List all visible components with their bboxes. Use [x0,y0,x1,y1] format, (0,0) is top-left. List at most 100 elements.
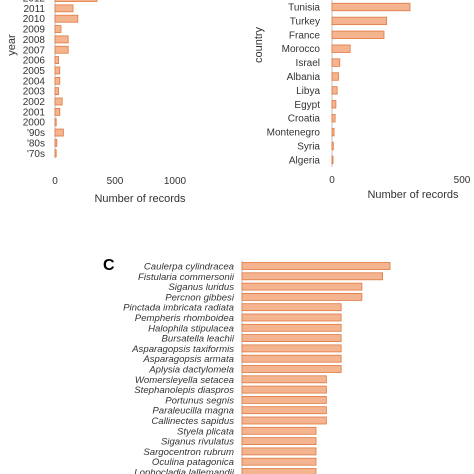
panel-a-bar [54,4,74,13]
panel-c-bar [241,437,317,446]
panel-c-category-label: Caulerpa cylindracea [144,262,234,273]
panel-c-category-label: Portunus segnis [165,395,234,406]
panel-a-category-label: 2003 [23,87,46,98]
panel-c-bar [241,395,327,404]
panel-c-category-label: Fistularia commersonii [138,272,235,283]
panel-b-x-tick-label: 0 [329,175,335,186]
panel-a-category-label: 2009 [23,25,46,36]
panel-c-category-label: Bursatella leachii [161,334,234,345]
panel-b-bar [331,72,339,81]
panel-c-category-label: Halophila stipulacea [148,323,234,334]
panel-c-bar [241,375,327,384]
panel-a-bar [54,14,79,23]
panel-b-bar [331,58,341,67]
panel-b-category-label: Turkey [290,16,320,27]
panel-b-category-label: France [289,30,321,41]
panel-a-bar [54,97,63,106]
panel-a-x-tick-label: 1000 [164,176,187,187]
panel-a-category-label: 2001 [23,107,46,118]
panel-b-x-tick-label: 500 [454,175,471,186]
panel-a-bar [54,56,59,64]
panel-a-bar [54,76,61,85]
panel-c-bar [241,416,327,425]
panel-a-category-label: '70s [27,149,45,160]
panel-c-bar [241,365,342,373]
panel-b-category-label: Egypt [294,100,320,111]
panel-b-bar [331,30,385,39]
panel-a-category-label: 2011 [23,4,45,15]
panel-a-category-label: 2007 [23,45,46,56]
panel-a-category-label: 2004 [23,76,46,87]
panel-c-bar [241,344,342,353]
panel-b-category-label: Algeria [289,155,321,166]
panel-a-bar [54,45,69,54]
panel-a-category-label: '90s [27,128,45,139]
panel-a-category-label: 2005 [23,66,46,77]
panel-a-y-axis-title: year [6,34,18,56]
panel-b-category-label: Tunisia [288,3,320,14]
panel-c-category-label: Womersleyella setacea [135,375,234,386]
panel-a-category-label: 2006 [23,56,46,67]
panel-b-category-label: Montenegro [267,128,321,139]
panel-c-category-label: Sargocentron rubrum [143,447,234,458]
panel-b-category-label: Israel [296,58,320,69]
panel-a-category-label: 2002 [23,97,46,108]
panel-b-bar [331,100,337,109]
panel-c-label: C [103,257,115,274]
panel-c-category-label: Stephanolepis diaspros [134,385,234,396]
panel-c-bar [241,385,327,394]
panel-c-category-label: Asparagopsis armata [142,354,234,365]
panel-c-bar [241,313,342,322]
panel-c-category-label: Oculina patagonica [152,457,234,468]
panel-b-category-label: Morocco [282,44,321,55]
panel-b-category-label: Croatia [288,114,321,125]
panel-c-bar [241,303,342,312]
panel-b-countries-chart: country Number of records Tunisia Turkey F… [253,0,471,201]
panel-a-category-label: '80s [27,138,45,149]
panel-a-bar [54,138,58,147]
panel-a-bar [54,0,98,2]
panel-a-bar [54,128,64,137]
panel-c-bar [241,262,391,270]
panel-b-bar [331,141,334,151]
panel-c-category-label: Pinctada imbricata radiata [123,303,234,314]
panel-a-bar [54,118,57,127]
panel-c-category-label: Paraleucilla magna [152,406,234,417]
panel-a-x-axis-title: Number of records [94,193,186,205]
panel-b-category-label: Syria [297,142,320,153]
panel-c-bar [241,282,363,291]
panel-a-x-tick-label: 0 [52,176,58,187]
panel-a-bar [54,35,69,44]
panel-a-bar [54,87,59,96]
panel-a-bar [54,149,57,158]
panel-b-bar [331,16,387,26]
panel-c-bar [241,272,384,281]
panel-c-category-label: Styela plicata [177,426,234,437]
panel-a-category-label: 2012 [23,0,46,5]
panel-a-category-label: 2008 [23,35,46,46]
panel-b-bar [331,2,411,12]
panel-c-category-label: Pempheris rhomboidea [135,313,234,324]
panel-c-bar [241,292,363,301]
panel-c-bar [241,334,342,343]
panel-a-bar [54,25,62,33]
panel-b-category-label: Albania [287,72,321,83]
panel-c-category-label: Siganus rivulatus [161,437,234,448]
panel-c-category-label: Aplysia dactylomela [148,365,234,376]
panel-b-bar [331,86,338,95]
panel-b-bar [331,155,334,165]
panel-a-years-chart: year Number of records 20122011201020092… [6,0,187,205]
panel-b-x-axis-title: Number of records [367,189,459,201]
panel-b-bar [331,127,335,137]
panel-c-bar [241,447,317,456]
panel-b-bar [331,44,351,53]
panel-c-bar [241,406,327,415]
panel-c-bar [241,323,342,332]
panel-a-bar [54,107,61,116]
panel-c-category-label: Lophocladia lallemandii [134,468,235,474]
panel-c-bar [241,468,317,474]
panel-a-category-label: 2010 [23,14,46,25]
panel-c-bar [241,457,317,466]
